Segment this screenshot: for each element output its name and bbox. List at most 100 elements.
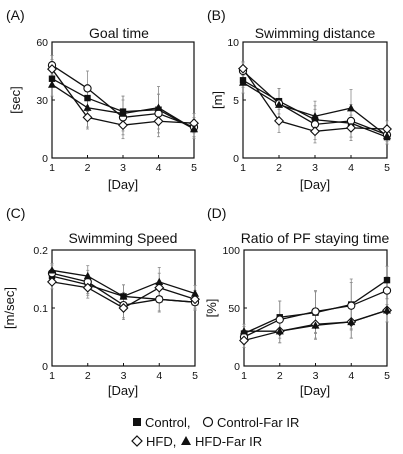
panel-d-xtick-label-5: 5 [384, 370, 390, 382]
panel-d-control-far-ir-point-4 [347, 301, 356, 310]
panel-a-hfd-far-ir-point-5 [190, 124, 198, 133]
legend-label-hfd: HFD, [146, 434, 176, 449]
panel-d-ytick-label-0: 0 [234, 361, 240, 373]
panel-c-xlabel: [Day] [108, 383, 138, 398]
panel-b-ytick-label-0: 0 [233, 153, 239, 165]
panel-a: (A) Goal time 1 2 3 4 5 0 30 60 [sec] [Day] [6, 7, 199, 192]
panel-a-xtick-label-2: 2 [85, 162, 91, 174]
panel-d-hfd-far-ir-point-5 [383, 306, 391, 314]
panel-b-xtick-label-4: 4 [348, 162, 354, 174]
panel-b-plot: 1 2 3 4 5 0 5 10 [227, 37, 392, 174]
panel-a-xtick-label-3: 3 [120, 162, 126, 174]
panel-b-hfd-far-ir-point-4 [347, 103, 355, 112]
panel-b-ytick-label-10: 10 [227, 37, 239, 49]
panel-b: (B) Swimming distance 1 2 3 4 5 0 5 10 [m] [Day… [207, 7, 392, 192]
panel-c-plot: 1 2 3 4 5 0 0.1 0.2 [33, 245, 200, 382]
panel-c-xtick-label-5: 5 [192, 370, 198, 382]
panel-b-hfd-point-4 [346, 122, 356, 133]
panel-a-xtick-label-1: 1 [49, 162, 55, 174]
panel-d-control-point-5 [383, 276, 391, 284]
panel-b-hfd-far-ir-point-3 [311, 112, 319, 120]
panel-a-hfd-point-4 [153, 116, 164, 127]
panel-a-hfd-far-ir-point-4 [154, 103, 163, 111]
panel-d-ytick-label-50: 50 [228, 303, 240, 315]
panel-a-ytick-label-60: 60 [36, 37, 48, 49]
panel-c: (C) Swimming Speed 1 2 3 4 500.10.2 [m/sec] … [2, 205, 200, 398]
panel-c-xtick-label-4: 4 [156, 370, 162, 382]
legend-marker-control [133, 418, 141, 426]
panel-b-xtick-label-1: 1 [240, 162, 246, 174]
panel-d-ylabel: [%] [204, 299, 219, 318]
panel-a-control-point-1 [48, 75, 56, 82]
legend-marker-hfd [131, 435, 143, 447]
panel-c-xtick-label-1: 1 [49, 370, 55, 382]
panel-d-title: Ratio of PF staying time [241, 230, 390, 246]
legend: Control, Control-Far IR HFD, HFD-Far IR [131, 415, 299, 449]
panel-a-ylabel: [sec] [8, 86, 23, 113]
legend-marker-control-far-ir [202, 416, 214, 428]
panel-d-letter: (D) [207, 205, 226, 221]
panel-c-hfd-far-ir-point-2 [83, 271, 92, 280]
panel-d-xlabel: [Day] [300, 383, 330, 398]
panel-c-hfd-far-ir-point-1 [48, 266, 56, 274]
panel-d-ytick-label-100: 100 [222, 245, 240, 257]
legend-label-control-far-ir: Control-Far IR [217, 415, 299, 430]
panel-a-xlabel: [Day] [108, 177, 138, 192]
legend-marker-hfd-far-ir [181, 436, 191, 445]
panel-a-control-far-ir-point-2 [83, 84, 92, 93]
panel-d-hfd-far-ir-point-4 [347, 317, 356, 326]
panel-d-hfd-far-ir-point-3 [311, 321, 320, 329]
panel-a-hfd-point-1 [47, 64, 57, 75]
panel-d-xtick-label-2: 2 [277, 370, 283, 382]
panel-a-control-point-2 [84, 94, 91, 102]
panel-d-control-far-ir-point-3 [311, 307, 320, 316]
panel-a-hfd-far-ir-point-1 [48, 80, 56, 88]
panel-c-hfd-point-4 [154, 282, 165, 293]
panel-c-hfd-far-ir-point-4 [155, 277, 164, 286]
panel-d-xtick-label-1: 1 [241, 370, 247, 382]
panel-a-xtick-label-5: 5 [191, 162, 197, 174]
panel-d-xtick-label-3: 3 [313, 370, 319, 382]
panel-c-control-far-ir-point-4 [155, 295, 164, 304]
panel-b-hfd-point-3 [310, 126, 320, 137]
panel-a-hfd-far-ir-point-3 [119, 109, 127, 117]
panel-b-xtick-label-3: 3 [312, 162, 318, 174]
panel-c-ytick-label-0-2: 0.2 [33, 245, 48, 257]
panel-a-letter: (A) [6, 7, 25, 23]
panel-c-xtick-label-3: 3 [121, 370, 127, 382]
panel-a-ytick-label-0: 0 [42, 153, 48, 165]
panel-b-hfd-far-ir-point-2 [275, 100, 283, 108]
panel-b-control-point-3 [311, 116, 319, 123]
panel-b-xtick-label-5: 5 [384, 162, 390, 174]
legend-label-control: Control, [145, 415, 191, 430]
panel-d: (D) Ratio of PF staying time 1 2 3 4 5050100… [204, 205, 392, 398]
panel-d-control-far-ir-point-2 [275, 315, 284, 324]
panel-d-control-far-ir-point-5 [382, 286, 392, 295]
panel-a-control-far-ir-point-4 [154, 109, 163, 118]
panel-c-title: Swimming Speed [69, 230, 178, 246]
legend-label-hfd-far-ir: HFD-Far IR [195, 434, 262, 449]
panel-b-xlabel: [Day] [300, 177, 330, 192]
panel-b-ytick-label-5: 5 [233, 95, 239, 107]
panel-c-hfd-point-2 [82, 282, 93, 293]
panel-d-xtick-label-4: 4 [348, 370, 354, 382]
panel-c-hfd-point-1 [47, 276, 57, 287]
panel-c-hfd-point-3 [118, 303, 129, 313]
panel-c-hfd-far-ir-point-3 [119, 292, 128, 300]
panel-a-plot: 1 2 3 4 5 0 30 60 [36, 37, 199, 174]
panel-b-hfd-point-1 [238, 63, 248, 74]
panel-d-hfd-far-ir-point-2 [275, 327, 284, 335]
panel-b-xtick-label-2: 2 [276, 162, 282, 174]
panel-b-ylabel: [m] [210, 91, 225, 109]
panel-a-title: Goal time [89, 25, 149, 41]
panel-a-xtick-label-4: 4 [156, 162, 162, 174]
panel-c-hfd-far-ir-point-5 [191, 289, 199, 297]
panel-a-hfd-point-2 [82, 112, 93, 123]
panel-c-hfd-point-5 [190, 294, 200, 305]
panel-b-hfd-far-ir-point-1 [239, 78, 247, 86]
panel-d-hfd-far-ir-point-1 [240, 327, 248, 335]
panel-d-hfd-point-1 [239, 335, 249, 346]
panel-a-ytick-label-30: 30 [36, 95, 48, 107]
